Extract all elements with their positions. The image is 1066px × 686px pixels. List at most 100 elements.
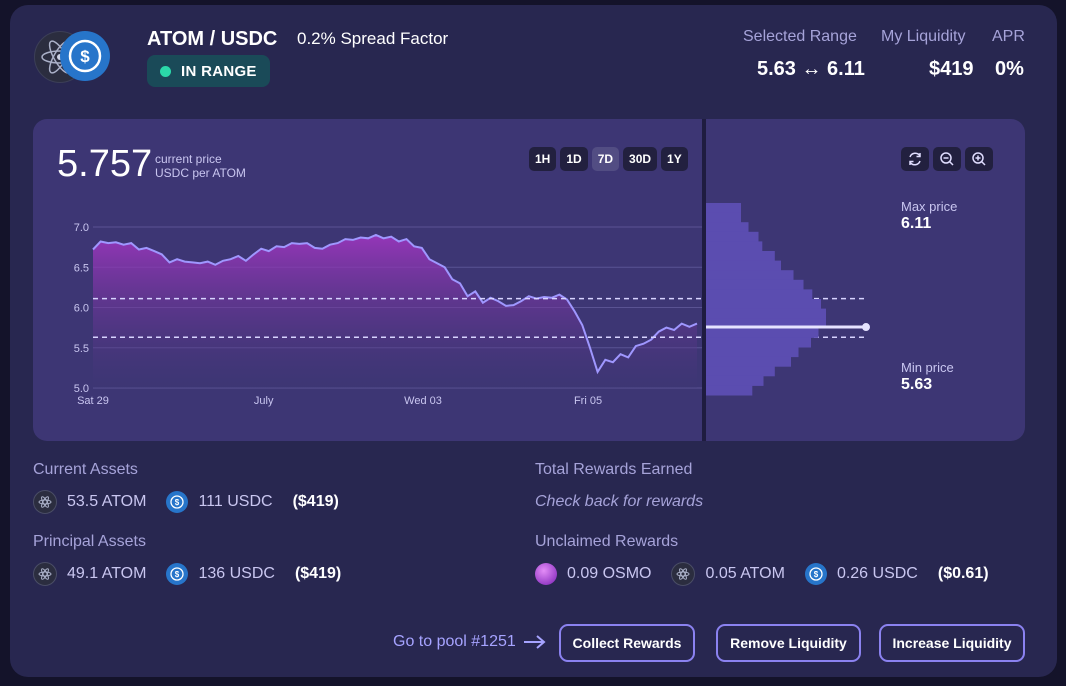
liquidity-bar xyxy=(706,318,826,329)
selected-range-value: 5.63 ↔ 6.11 xyxy=(757,58,865,80)
svg-text:$: $ xyxy=(80,47,90,66)
y-tick-label: 5.5 xyxy=(74,343,89,355)
zoom-out-icon xyxy=(940,152,954,166)
max-price-value: 6.11 xyxy=(901,215,932,232)
usdc-icon: $ xyxy=(166,491,189,513)
liquidity-bar xyxy=(706,279,804,290)
current-assets-usd: ($419) xyxy=(292,493,339,510)
atom-icon xyxy=(671,562,696,586)
liquidity-bar xyxy=(706,327,819,338)
liquidity-depth-chart[interactable] xyxy=(706,119,1025,441)
apr-value: 0% xyxy=(995,58,1024,80)
current-assets-row: 53.5 ATOM $ 111 USDC ($419) xyxy=(33,490,339,514)
timeframe-1h-button[interactable]: 1H xyxy=(529,147,557,171)
goto-pool-link[interactable]: Go to pool #1251 xyxy=(393,633,548,651)
liquidity-bar xyxy=(706,231,759,242)
liquidity-bar xyxy=(706,203,741,214)
pool-title: ATOM / USDC xyxy=(147,28,278,50)
zoom-out-button[interactable] xyxy=(933,147,961,171)
rewards-empty-message: Check back for rewards xyxy=(535,493,704,510)
svg-text:$: $ xyxy=(175,498,180,507)
y-tick-label: 6.0 xyxy=(74,303,89,315)
y-tick-label: 6.5 xyxy=(74,262,89,274)
y-tick-label: 5.0 xyxy=(74,383,89,395)
y-tick-label: 7.0 xyxy=(74,222,89,234)
price-area xyxy=(93,235,697,388)
min-price-value: 5.63 xyxy=(901,376,933,393)
unclaimed-rewards-title: Unclaimed Rewards xyxy=(535,533,679,550)
usdc-icon: $ xyxy=(804,563,827,585)
chart-divider xyxy=(702,119,706,441)
apr-label: APR xyxy=(992,28,1025,45)
liquidity-bar xyxy=(706,366,775,377)
principal-assets-row: 49.1 ATOM $ 136 USDC ($419) xyxy=(33,562,341,586)
usdc-icon: $ xyxy=(60,31,110,81)
price-chart-panel: 5.757 current price USDC per ATOM 1H 1D … xyxy=(33,119,1025,441)
principal-assets-usd: ($419) xyxy=(294,565,342,582)
refresh-button[interactable] xyxy=(901,147,929,171)
liquidity-bar xyxy=(706,356,791,367)
principal-usdc-amount: 136 USDC xyxy=(198,565,275,582)
unclaimed-rewards-row: 0.09 OSMO 0.05 ATOM $ 0.26 USDC ($0.61) xyxy=(535,562,989,586)
principal-atom-amount: 49.1 ATOM xyxy=(67,565,147,582)
remove-liquidity-button[interactable]: Remove Liquidity xyxy=(716,624,861,662)
current-price-caption: current price USDC per ATOM xyxy=(155,152,246,180)
current-usdc-amount: 111 USDC xyxy=(198,493,273,510)
liquidity-bar xyxy=(706,251,775,262)
zoom-in-icon xyxy=(972,152,986,166)
current-price: 5.757 xyxy=(57,143,153,185)
liquidity-bar xyxy=(706,347,799,358)
total-rewards-title: Total Rewards Earned xyxy=(535,461,693,478)
token-pair-icons: $ xyxy=(34,29,114,87)
collect-rewards-button[interactable]: Collect Rewards xyxy=(559,624,695,662)
principal-assets-title: Principal Assets xyxy=(33,533,146,550)
x-tick-label: Fri 05 xyxy=(574,395,602,407)
price-unit-label: USDC per ATOM xyxy=(155,166,246,180)
spread-factor: 0.2% Spread Factor xyxy=(297,29,449,48)
unclaimed-rewards-usd: ($0.61) xyxy=(937,565,989,582)
timeframe-1d-button[interactable]: 1D xyxy=(560,147,588,171)
timeframe-selector: 1H 1D 7D 30D 1Y xyxy=(529,147,688,171)
price-line xyxy=(92,233,698,375)
liquidity-bar xyxy=(706,212,741,223)
selected-range-label: Selected Range xyxy=(743,28,857,45)
liquidity-bar xyxy=(706,337,811,348)
unclaimed-atom-amount: 0.05 ATOM xyxy=(705,565,785,582)
unclaimed-usdc-amount: 0.26 USDC xyxy=(836,565,918,582)
current-atom-amount: 53.5 ATOM xyxy=(67,493,147,510)
liquidity-bar xyxy=(706,308,826,319)
timeframe-7d-button[interactable]: 7D xyxy=(591,147,620,171)
liquidity-bar xyxy=(706,289,813,300)
my-liquidity-value: $419 xyxy=(929,58,974,80)
timeframe-30d-button[interactable]: 30D xyxy=(623,147,658,171)
max-price-label: Max price xyxy=(901,199,958,214)
svg-text:$: $ xyxy=(814,570,819,579)
min-price-label: Min price xyxy=(901,360,954,375)
liquidity-bar xyxy=(706,375,764,386)
status-dot-icon xyxy=(160,65,171,77)
current-assets-title: Current Assets xyxy=(33,461,138,478)
x-tick-label: Sat 29 xyxy=(77,395,109,407)
x-tick-label: July xyxy=(254,395,274,407)
liquidity-bar xyxy=(706,260,781,271)
timeframe-1y-button[interactable]: 1Y xyxy=(661,147,688,171)
current-price-handle xyxy=(862,323,870,332)
status-badge: IN RANGE xyxy=(147,55,270,87)
atom-icon xyxy=(33,490,57,514)
atom-icon xyxy=(33,562,57,586)
refresh-icon xyxy=(909,152,921,166)
liquidity-bar xyxy=(706,299,821,310)
increase-liquidity-button[interactable]: Increase Liquidity xyxy=(879,624,1025,662)
usdc-icon: $ xyxy=(166,563,189,585)
liquidity-bar xyxy=(706,385,753,396)
position-card: $ ATOM / USDC 0.2% Spread Factor IN RANG… xyxy=(10,5,1057,677)
unclaimed-osmo-amount: 0.09 OSMO xyxy=(567,565,652,582)
x-tick-label: Wed 03 xyxy=(404,395,442,407)
current-price-label: current price xyxy=(155,152,222,166)
svg-text:$: $ xyxy=(175,570,180,579)
liquidity-bar xyxy=(706,241,763,252)
liquidity-bar xyxy=(706,270,794,281)
zoom-in-button[interactable] xyxy=(965,147,993,171)
goto-pool-label: Go to pool #1251 xyxy=(393,633,516,650)
